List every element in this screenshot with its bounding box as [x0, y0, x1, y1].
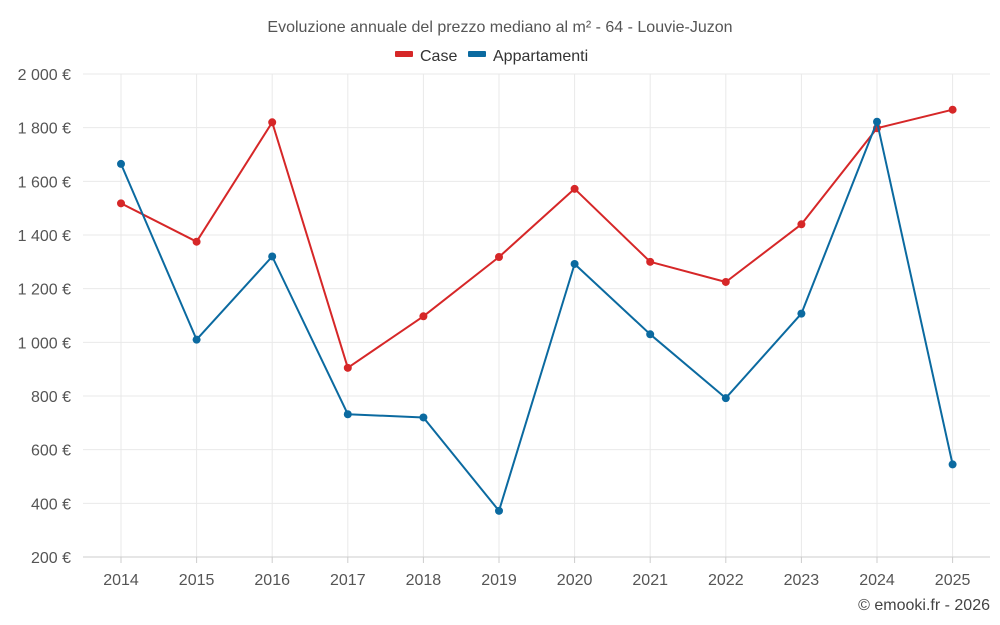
data-point[interactable]	[797, 220, 806, 229]
data-point[interactable]	[192, 335, 201, 344]
data-point[interactable]	[873, 117, 881, 126]
y-tick-label: 800 €	[31, 389, 71, 406]
data-point[interactable]	[948, 105, 957, 114]
data-point[interactable]	[419, 413, 428, 422]
x-tick-label: 2020	[557, 572, 593, 589]
data-point[interactable]	[343, 410, 352, 419]
series-line	[120, 108, 953, 369]
series-layer	[117, 105, 957, 515]
data-point[interactable]	[646, 330, 655, 339]
x-axis: 2014 2015 2016 2017 2018 2019 2020 2021 2022 2023…	[83, 556, 990, 589]
x-tick-label: 2023	[784, 572, 820, 589]
chart-legend: Case Appartamenti	[395, 48, 588, 65]
data-point[interactable]	[948, 460, 957, 469]
x-tick-label: 2018	[406, 572, 442, 589]
x-tick-label: 2022	[708, 572, 744, 589]
y-tick-label: 1 600 €	[18, 174, 71, 191]
y-tick-label: 2 000 €	[18, 67, 71, 84]
y-tick-label: 200 €	[31, 550, 71, 567]
data-point[interactable]	[797, 309, 806, 318]
legend-item-appartamenti[interactable]: Appartamenti	[468, 48, 588, 65]
x-tick-label: 2014	[103, 572, 139, 589]
x-tick-label: 2017	[330, 572, 366, 589]
y-tick-label: 600 €	[31, 443, 71, 460]
series-appartamenti	[117, 117, 957, 515]
y-tick-label: 1 200 €	[18, 282, 71, 299]
legend-swatch	[468, 51, 486, 57]
data-point[interactable]	[343, 363, 352, 372]
x-tick-label: 2015	[179, 572, 215, 589]
data-point[interactable]	[570, 184, 579, 193]
legend-item-case[interactable]: Case	[395, 48, 457, 65]
data-point[interactable]	[117, 199, 125, 208]
data-point[interactable]	[721, 277, 730, 286]
legend-label: Appartamenti	[493, 48, 588, 65]
credit-text: © emooki.fr - 2026	[858, 597, 990, 614]
data-point[interactable]	[570, 259, 579, 268]
data-point[interactable]	[646, 257, 655, 266]
data-point[interactable]	[192, 237, 201, 246]
x-tick-label: 2025	[935, 572, 971, 589]
x-tick-label: 2016	[254, 572, 290, 589]
chart-grid	[83, 73, 990, 558]
data-point[interactable]	[419, 312, 428, 321]
x-tick-label: 2021	[632, 572, 668, 589]
x-tick-label: 2019	[481, 572, 517, 589]
y-tick-label: 1 800 €	[18, 121, 71, 138]
data-point[interactable]	[495, 506, 503, 515]
data-point[interactable]	[117, 159, 125, 168]
y-tick-label: 400 €	[31, 496, 71, 513]
series-case	[117, 105, 957, 372]
y-tick-label: 1 400 €	[18, 228, 71, 245]
x-tick-label: 2024	[859, 572, 895, 589]
data-point[interactable]	[268, 252, 277, 261]
data-point[interactable]	[495, 253, 503, 262]
data-point[interactable]	[268, 118, 277, 127]
legend-swatch	[395, 51, 413, 57]
y-tick-label: 1 000 €	[18, 335, 71, 352]
chart-title: Evoluzione annuale del prezzo mediano al…	[267, 19, 732, 36]
legend-label: Case	[420, 48, 457, 65]
y-axis: 200 € 400 € 600 € 800 € 1 000 € 1 200 € 1 400 …	[18, 67, 71, 567]
data-point[interactable]	[721, 394, 730, 403]
series-line	[120, 120, 954, 512]
